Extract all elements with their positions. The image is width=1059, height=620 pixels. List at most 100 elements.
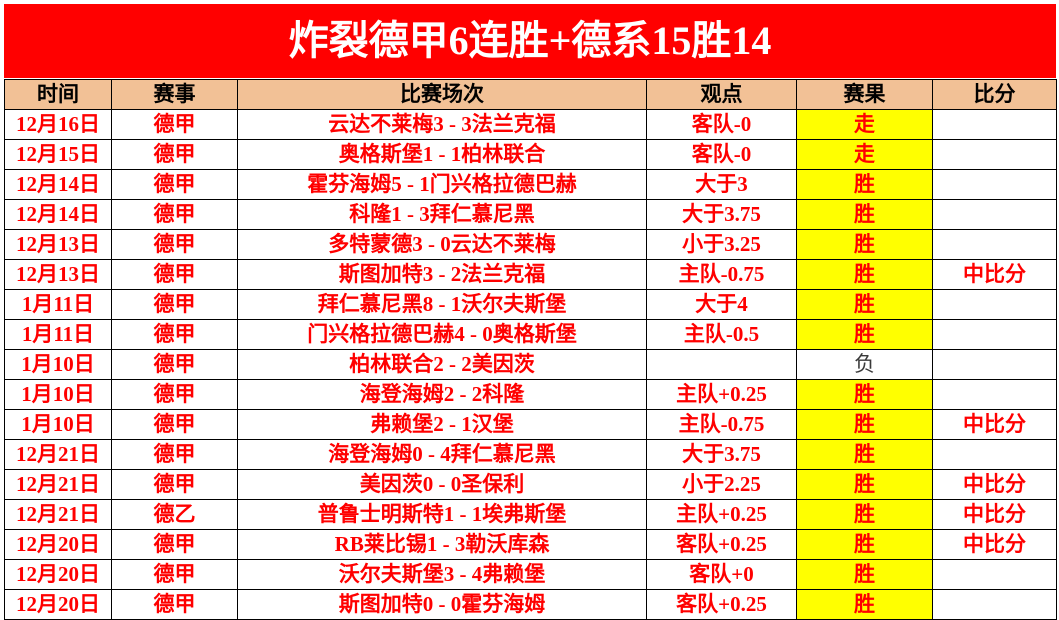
cell-competition[interactable]: 德甲	[111, 289, 238, 320]
cell-time[interactable]: 12月20日	[4, 589, 112, 620]
cell-view[interactable]: 客队+0.25	[646, 589, 797, 620]
column-header-match[interactable]: 比赛场次	[237, 79, 647, 110]
column-header-comp[interactable]: 赛事	[111, 79, 238, 110]
cell-match[interactable]: 科隆1 - 3拜仁慕尼黑	[237, 199, 647, 230]
cell-competition[interactable]: 德甲	[111, 589, 238, 620]
cell-match[interactable]: 门兴格拉德巴赫4 - 0奥格斯堡	[237, 319, 647, 350]
cell-view[interactable]: 客队-0	[646, 139, 797, 170]
cell-time[interactable]: 12月16日	[4, 109, 112, 140]
cell-result[interactable]: 胜	[796, 289, 933, 320]
cell-score[interactable]	[932, 199, 1057, 230]
cell-time[interactable]: 12月20日	[4, 529, 112, 560]
cell-competition[interactable]: 德甲	[111, 259, 238, 290]
cell-match[interactable]: 拜仁慕尼黑8 - 1沃尔夫斯堡	[237, 289, 647, 320]
cell-score[interactable]	[932, 349, 1057, 380]
cell-view[interactable]: 小于2.25	[646, 469, 797, 500]
cell-time[interactable]: 1月11日	[4, 289, 112, 320]
cell-view[interactable]: 主队-0.5	[646, 319, 797, 350]
cell-competition[interactable]: 德甲	[111, 409, 238, 440]
cell-time[interactable]: 12月21日	[4, 469, 112, 500]
cell-time[interactable]: 12月14日	[4, 169, 112, 200]
cell-match[interactable]: 海登海姆0 - 4拜仁慕尼黑	[237, 439, 647, 470]
cell-time[interactable]: 12月21日	[4, 439, 112, 470]
cell-view[interactable]: 主队-0.75	[646, 409, 797, 440]
cell-match[interactable]: 奥格斯堡1 - 1柏林联合	[237, 139, 647, 170]
cell-time[interactable]: 1月11日	[4, 319, 112, 350]
cell-score[interactable]	[932, 589, 1057, 620]
cell-score[interactable]: 中比分	[932, 409, 1057, 440]
cell-time[interactable]: 12月21日	[4, 499, 112, 530]
cell-result[interactable]: 负	[796, 349, 933, 380]
cell-time[interactable]: 12月13日	[4, 229, 112, 260]
cell-result[interactable]: 胜	[796, 529, 933, 560]
cell-time[interactable]: 1月10日	[4, 349, 112, 380]
cell-view[interactable]: 小于3.25	[646, 229, 797, 260]
cell-time[interactable]: 12月20日	[4, 559, 112, 590]
cell-result[interactable]: 胜	[796, 439, 933, 470]
cell-competition[interactable]: 德甲	[111, 139, 238, 170]
cell-competition[interactable]: 德乙	[111, 499, 238, 530]
cell-score[interactable]: 中比分	[932, 259, 1057, 290]
cell-match[interactable]: 多特蒙德3 - 0云达不莱梅	[237, 229, 647, 260]
cell-result[interactable]: 胜	[796, 589, 933, 620]
cell-match[interactable]: 沃尔夫斯堡3 - 4弗赖堡	[237, 559, 647, 590]
cell-match[interactable]: 云达不莱梅3 - 3法兰克福	[237, 109, 647, 140]
cell-result[interactable]: 胜	[796, 229, 933, 260]
cell-score[interactable]	[932, 379, 1057, 410]
cell-result[interactable]: 胜	[796, 169, 933, 200]
cell-result[interactable]: 胜	[796, 559, 933, 590]
cell-result[interactable]: 胜	[796, 409, 933, 440]
cell-score[interactable]: 中比分	[932, 469, 1057, 500]
column-header-score[interactable]: 比分	[932, 79, 1057, 110]
cell-competition[interactable]: 德甲	[111, 169, 238, 200]
cell-match[interactable]: 弗赖堡2 - 1汉堡	[237, 409, 647, 440]
cell-time[interactable]: 12月13日	[4, 259, 112, 290]
cell-score[interactable]	[932, 109, 1057, 140]
cell-match[interactable]: 美因茨0 - 0圣保利	[237, 469, 647, 500]
cell-time[interactable]: 12月14日	[4, 199, 112, 230]
cell-score[interactable]	[932, 319, 1057, 350]
cell-match[interactable]: 普鲁士明斯特1 - 1埃弗斯堡	[237, 499, 647, 530]
cell-time[interactable]: 1月10日	[4, 409, 112, 440]
cell-match[interactable]: 斯图加特0 - 0霍芬海姆	[237, 589, 647, 620]
cell-time[interactable]: 12月15日	[4, 139, 112, 170]
cell-competition[interactable]: 德甲	[111, 349, 238, 380]
cell-match[interactable]: 海登海姆2 - 2科隆	[237, 379, 647, 410]
cell-score[interactable]	[932, 439, 1057, 470]
cell-competition[interactable]: 德甲	[111, 469, 238, 500]
cell-score[interactable]	[932, 229, 1057, 260]
cell-view[interactable]: 大于3.75	[646, 199, 797, 230]
cell-match[interactable]: 柏林联合2 - 2美因茨	[237, 349, 647, 380]
cell-result[interactable]: 胜	[796, 379, 933, 410]
cell-competition[interactable]: 德甲	[111, 319, 238, 350]
cell-result[interactable]: 胜	[796, 499, 933, 530]
cell-score[interactable]: 中比分	[932, 499, 1057, 530]
cell-time[interactable]: 1月10日	[4, 379, 112, 410]
cell-score[interactable]	[932, 139, 1057, 170]
cell-match[interactable]: RB莱比锡1 - 3勒沃库森	[237, 529, 647, 560]
cell-view[interactable]: 主队+0.25	[646, 499, 797, 530]
cell-result[interactable]: 走	[796, 139, 933, 170]
cell-competition[interactable]: 德甲	[111, 109, 238, 140]
cell-score[interactable]: 中比分	[932, 529, 1057, 560]
cell-competition[interactable]: 德甲	[111, 199, 238, 230]
cell-view[interactable]: 客队-0	[646, 109, 797, 140]
cell-result[interactable]: 胜	[796, 319, 933, 350]
cell-score[interactable]	[932, 169, 1057, 200]
cell-view[interactable]: 大于3	[646, 169, 797, 200]
cell-competition[interactable]: 德甲	[111, 559, 238, 590]
cell-view[interactable]: 主队-0.75	[646, 259, 797, 290]
cell-view[interactable]: 客队+0	[646, 559, 797, 590]
cell-result[interactable]: 走	[796, 109, 933, 140]
cell-result[interactable]: 胜	[796, 259, 933, 290]
cell-result[interactable]: 胜	[796, 469, 933, 500]
cell-competition[interactable]: 德甲	[111, 229, 238, 260]
cell-view[interactable]: 大于3.75	[646, 439, 797, 470]
cell-view[interactable]: 大于4	[646, 289, 797, 320]
cell-result[interactable]: 胜	[796, 199, 933, 230]
cell-view[interactable]: 主队+0.25	[646, 379, 797, 410]
column-header-time[interactable]: 时间	[4, 79, 112, 110]
cell-view[interactable]	[646, 349, 797, 380]
cell-match[interactable]: 斯图加特3 - 2法兰克福	[237, 259, 647, 290]
cell-competition[interactable]: 德甲	[111, 379, 238, 410]
